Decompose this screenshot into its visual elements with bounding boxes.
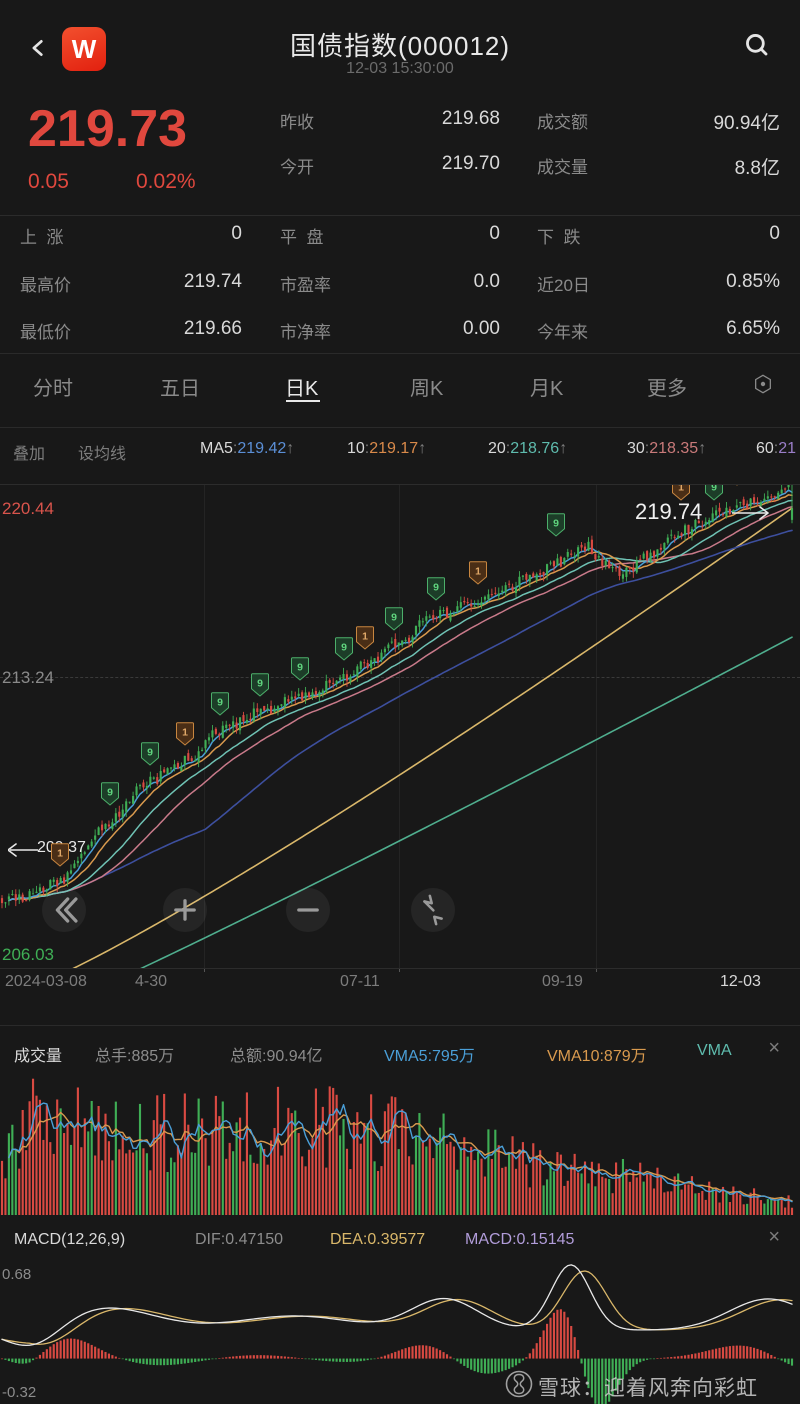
svg-text:1: 1 bbox=[57, 848, 63, 860]
svg-text:9: 9 bbox=[433, 581, 439, 593]
svg-text:9: 9 bbox=[217, 696, 223, 708]
svg-text:9: 9 bbox=[391, 611, 397, 623]
svg-text:9: 9 bbox=[107, 786, 113, 798]
svg-text:9: 9 bbox=[553, 518, 559, 530]
svg-text:9: 9 bbox=[711, 484, 717, 494]
svg-text:1: 1 bbox=[182, 726, 188, 738]
svg-text:9: 9 bbox=[341, 642, 347, 654]
svg-text:1: 1 bbox=[475, 565, 481, 577]
svg-text:9: 9 bbox=[297, 662, 303, 674]
svg-text:9: 9 bbox=[147, 747, 153, 759]
svg-text:1: 1 bbox=[362, 631, 368, 643]
svg-text:9: 9 bbox=[257, 677, 263, 689]
svg-text:1: 1 bbox=[678, 484, 684, 493]
